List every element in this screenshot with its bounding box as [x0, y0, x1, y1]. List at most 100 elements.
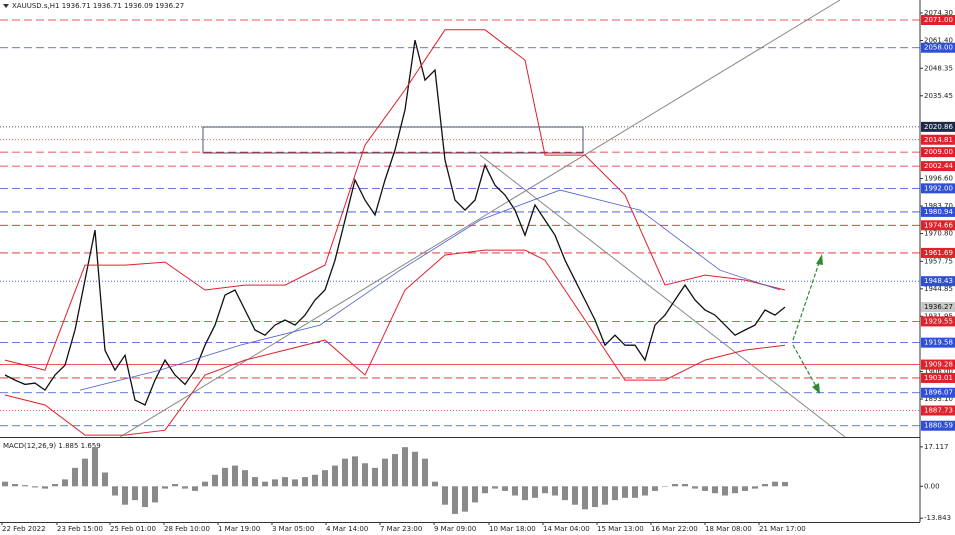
macd-bar [612, 486, 618, 501]
macd-bar [112, 486, 118, 496]
level-label-box [921, 276, 955, 287]
macd-bar [512, 486, 518, 496]
macd-bar [732, 486, 738, 494]
level-label: 2009.00 [924, 148, 953, 156]
level-label-box [921, 359, 955, 370]
macd-bar [692, 486, 698, 489]
level-label: 2020.86 [924, 123, 953, 131]
y-tick-label: 1944.85 [924, 285, 953, 293]
level-label: 1929.55 [924, 317, 953, 325]
x-tick-label: 28 Feb 10:00 [164, 525, 210, 533]
macd-bar [52, 483, 58, 487]
chart-title: XAUUSD.s,H1 1936.71 1936.71 1936.09 1936… [12, 2, 184, 10]
macd-bar [472, 486, 478, 503]
macd-bar [392, 454, 398, 487]
level-label-box [921, 302, 955, 313]
macd-bar [372, 467, 378, 487]
macd-bar [282, 477, 288, 487]
y-tick-label: 1957.75 [924, 257, 953, 265]
macd-bar [462, 486, 468, 512]
macd-bar [782, 481, 788, 487]
macd-bar [272, 479, 278, 487]
arrow-up [792, 259, 821, 341]
indicator-line [79, 189, 781, 391]
symbol-menu-icon[interactable] [3, 4, 9, 8]
level-label: 1974.66 [924, 221, 953, 229]
level-label-box [921, 387, 955, 398]
macd-bar [192, 486, 198, 491]
x-tick-label: 1 Mar 19:00 [218, 525, 260, 533]
macd-bar [602, 486, 608, 505]
level-label: 1903.01 [924, 374, 953, 382]
macd-bar [632, 486, 638, 498]
level-label: 1992.00 [924, 184, 953, 192]
macd-bar [332, 465, 338, 487]
macd-bar [522, 486, 528, 501]
macd-bar [722, 486, 728, 496]
level-label-box [921, 220, 955, 231]
macd-bar [122, 486, 128, 505]
macd-bar [92, 447, 98, 487]
macd-bar [62, 479, 68, 487]
x-tick-label: 10 Mar 18:00 [489, 525, 536, 533]
level-label-box [921, 420, 955, 431]
macd-bar [212, 474, 218, 487]
x-tick-label: 9 Mar 09:00 [434, 525, 476, 533]
macd-bar [102, 472, 108, 487]
price-line [4, 39, 786, 406]
level-label-box [921, 337, 955, 348]
level-label: 2058.00 [924, 44, 953, 52]
macd-bar [32, 486, 38, 488]
macd-bar [312, 474, 318, 487]
y-tick-label: 1996.60 [924, 175, 953, 183]
macd-bar [22, 485, 28, 487]
level-label-box [921, 316, 955, 327]
x-tick-label: 7 Mar 23:00 [380, 525, 422, 533]
macd-bar [242, 470, 248, 487]
y-tick-label: 2061.40 [924, 36, 953, 44]
x-tick-label: 25 Feb 01:00 [110, 525, 156, 533]
macd-bar [582, 486, 588, 510]
y-tick-label: 1906.00 [924, 368, 953, 376]
macd-bar [702, 486, 708, 491]
y-tick-label: 0.00 [924, 482, 940, 490]
y-tick-label: 1970.80 [924, 230, 953, 238]
macd-bar [682, 483, 688, 487]
indicator-line [4, 29, 786, 371]
y-tick-label: -13.843 [924, 514, 951, 522]
macd-bar [412, 451, 418, 487]
y-tick-label: 1893.10 [924, 395, 953, 403]
x-tick-label: 15 Mar 13:00 [597, 525, 644, 533]
trend-line [479, 154, 846, 438]
level-label-box [921, 247, 955, 258]
zone-box [202, 126, 584, 154]
macd-bar [482, 486, 488, 494]
arrow-down [792, 344, 818, 389]
macd-bar [452, 486, 458, 514]
macd-bar [712, 486, 718, 494]
macd-bar [432, 481, 438, 487]
macd-bar [222, 467, 228, 487]
macd-bar [142, 486, 148, 508]
y-tick-label: 1931.95 [924, 312, 953, 320]
x-tick-label: 16 Mar 22:00 [651, 525, 698, 533]
y-tick-label: 2035.45 [924, 92, 953, 100]
level-label: 2002.44 [924, 162, 953, 170]
macd-bar [502, 486, 508, 491]
macd-bar [262, 481, 268, 487]
macd-bar [42, 486, 48, 489]
trend-line [119, 0, 841, 438]
macd-bar [652, 486, 658, 491]
macd-bar [362, 463, 368, 487]
level-label-box [921, 161, 955, 172]
level-label: 1880.59 [924, 422, 953, 430]
macd-bar [662, 486, 668, 487]
level-label-box [921, 121, 955, 132]
macd-bar [172, 483, 178, 487]
arrow-head [816, 254, 823, 265]
macd-bar [352, 456, 358, 487]
y-tick-label: 17.117 [924, 443, 949, 451]
x-tick-label: 22 Feb 2022 [2, 525, 46, 533]
x-tick-label: 14 Mar 04:00 [543, 525, 590, 533]
